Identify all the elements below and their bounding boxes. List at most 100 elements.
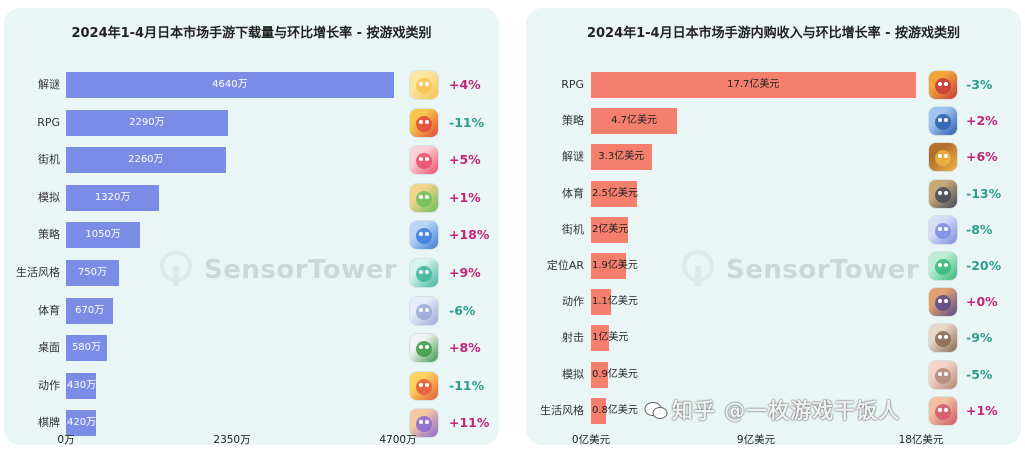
category-label: RPG [37, 115, 60, 129]
bar-value-label: 1.9亿美元 [592, 260, 638, 271]
bar-value-label: 750万 [77, 267, 108, 278]
bar-value-label: 430万 [67, 379, 97, 391]
change-percent: -8% [966, 221, 993, 237]
bar [66, 72, 394, 98]
change-percent: +2% [966, 113, 998, 129]
x-tick-label: 18亿美元 [898, 434, 944, 446]
bar-value-label: 1.1亿美元 [592, 296, 638, 308]
sensortower-logo-icon [682, 250, 714, 286]
drum-game-icon [410, 146, 438, 175]
lifestyle-game-icon [929, 396, 957, 425]
zhihu-watermark: 知乎 @一枚游戏干饭人 [672, 399, 901, 423]
bar [591, 216, 628, 243]
bar-value-label: 0.9亿美元 [592, 368, 638, 380]
category-label: 模拟 [38, 190, 60, 204]
change-percent: +4% [449, 77, 481, 92]
change-percent: -13% [966, 185, 1002, 201]
bar-value-label: 2290万 [129, 116, 165, 128]
bar [591, 289, 612, 316]
change-percent: -6% [449, 302, 476, 318]
category-label: 模拟 [562, 367, 584, 381]
bar [591, 361, 608, 388]
bar [591, 72, 916, 98]
change-percent: +1% [449, 189, 481, 205]
change-percent: +6% [966, 149, 998, 165]
puzzle-game-icon [410, 108, 438, 137]
wechat-icon [644, 402, 668, 419]
category-label: 策略 [562, 114, 584, 128]
snorlax-game-icon [410, 259, 438, 287]
category-label: RPG [561, 78, 584, 91]
category-label: 解谜 [38, 78, 60, 91]
bar-value-label: 580万 [71, 342, 102, 354]
bar [591, 253, 626, 279]
change-percent: +18% [449, 227, 490, 243]
bar-value-label: 1050万 [85, 229, 121, 241]
card-game-icon [410, 409, 438, 438]
sensortower-logo-icon [160, 250, 192, 286]
revenue-chart-title: 2024年1-4月日本市场手游内购收入与环比增长率 - 按游戏类别 [586, 26, 961, 41]
board-game-icon [410, 334, 438, 363]
x-tick-label: 2350万 [213, 434, 251, 446]
category-label: 街机 [562, 222, 584, 236]
change-percent: -11% [449, 377, 485, 393]
sensortower-watermark: SensorTower [726, 255, 920, 285]
number-merge-game-icon [410, 221, 438, 250]
action-game-icon [410, 371, 438, 400]
bar-value-label: 4.7亿美元 [611, 115, 658, 127]
change-percent: +0% [966, 294, 998, 310]
bar-value-label: 1亿美元 [592, 332, 629, 344]
category-label: 定位AR [546, 259, 584, 272]
change-percent: -20% [966, 258, 1002, 273]
change-percent: +5% [449, 152, 481, 168]
category-label: 动作 [38, 378, 60, 392]
x-tick-label: 4700万 [379, 434, 417, 446]
bar [66, 184, 160, 211]
planet-strategy-icon [929, 107, 957, 136]
anime-sports-game-icon [410, 296, 438, 325]
baseball-game-icon [929, 179, 957, 208]
cooking-game-icon [410, 183, 438, 212]
category-label: 街机 [38, 153, 60, 167]
x-tick-label: 9亿美元 [736, 434, 776, 446]
category-label: 体育 [562, 186, 584, 200]
category-label: 射击 [562, 331, 584, 345]
category-label: 体育 [38, 303, 60, 317]
bar [66, 410, 96, 437]
bar-value-label: 420万 [67, 417, 97, 429]
bar-value-label: 2.5亿美元 [592, 187, 638, 199]
change-percent: -9% [966, 330, 993, 346]
bar-value-label: 2260万 [128, 154, 164, 166]
downloads-chart-title: 2024年1-4月日本市场手游下载量与环比增长率 - 按游戏类别 [71, 26, 432, 41]
bar-value-label: 670万 [75, 304, 105, 316]
bar-value-label: 0.8亿美元 [592, 404, 638, 416]
downloads-chart-panel: 2024年1-4月日本市场手游下载量与环比增长率 - 按游戏类别 SensorT… [4, 8, 499, 446]
bar [591, 108, 678, 135]
anime-arcade-icon [929, 215, 957, 244]
sensortower-watermark: SensorTower [204, 255, 398, 285]
bar-value-label: 4640万 [212, 79, 248, 90]
monster-rpg-icon [929, 71, 957, 99]
change-percent: -11% [449, 114, 485, 130]
bar [66, 147, 226, 174]
revenue-chart-panel: 2024年1-4月日本市场手游内购收入与环比增长率 - 按游戏类别 Sensor… [526, 8, 1021, 446]
bar-value-label: 3.3亿美元 [598, 151, 645, 163]
x-tick-label: 0亿美元 [571, 434, 611, 446]
bar [591, 325, 610, 352]
change-percent: +9% [449, 265, 481, 280]
category-label: 棋牌 [38, 416, 60, 430]
change-percent: -5% [966, 366, 993, 382]
bar [591, 144, 652, 171]
bar [66, 335, 107, 362]
shooter-anime-icon [929, 324, 957, 353]
x-tick-label: 0万 [57, 434, 75, 446]
action-anime-icon [929, 288, 957, 317]
bar [591, 397, 606, 424]
bar [66, 109, 228, 136]
puzzle-royal-icon [929, 143, 957, 172]
category-label: 生活风格 [540, 403, 584, 417]
pokemon-go-icon [929, 252, 957, 280]
change-percent: +11% [449, 415, 490, 431]
bar-value-label: 2亿美元 [592, 223, 629, 235]
bar [66, 372, 97, 399]
